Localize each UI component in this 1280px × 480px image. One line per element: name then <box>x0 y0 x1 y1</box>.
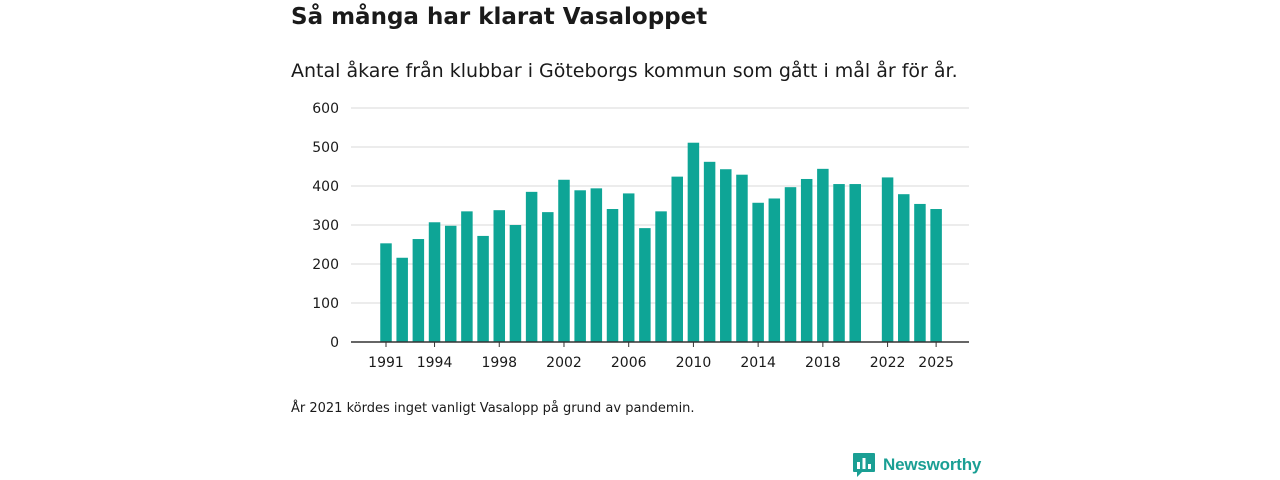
bar-2005 <box>607 209 619 342</box>
bar-2010 <box>688 143 700 342</box>
brand-name: Newsworthy <box>883 455 981 475</box>
bar-2019 <box>833 184 845 342</box>
bar-2017 <box>801 179 813 342</box>
bar-2003 <box>574 190 586 342</box>
x-tick-label: 2018 <box>805 355 841 371</box>
y-tick-label: 200 <box>312 257 339 273</box>
bar-1997 <box>477 236 489 342</box>
bar-2012 <box>720 169 732 342</box>
bar-1994 <box>429 222 441 342</box>
y-tick-label: 400 <box>312 179 339 195</box>
x-tick-label: 2002 <box>546 355 582 371</box>
x-tick-label: 2006 <box>611 355 647 371</box>
bar-2014 <box>752 203 764 342</box>
bar-1991 <box>380 243 392 342</box>
bar-2011 <box>704 162 716 342</box>
newsworthy-logo-icon <box>852 452 876 478</box>
bar-2020 <box>849 184 861 342</box>
y-tick-label: 500 <box>312 140 339 156</box>
bar-2018 <box>817 169 829 342</box>
y-axis-ticks: 0 100 200 300 400 500 600 <box>312 101 339 351</box>
bar-2008 <box>655 211 667 342</box>
x-tick-label: 1991 <box>368 355 404 371</box>
y-tick-label: 100 <box>312 296 339 312</box>
bar-2007 <box>639 228 651 342</box>
x-tick-label: 2010 <box>676 355 712 371</box>
y-tick-label: 600 <box>312 101 339 117</box>
bar-1998 <box>494 210 506 342</box>
bar-2025 <box>930 209 942 342</box>
bar-2001 <box>542 212 554 342</box>
y-tick-label: 0 <box>330 335 339 351</box>
bar-1995 <box>445 226 457 342</box>
bar-1999 <box>510 225 522 342</box>
brand-logo[interactable]: Newsworthy <box>852 452 981 478</box>
bar-2004 <box>591 188 603 342</box>
bar-2000 <box>526 192 538 342</box>
bar-2015 <box>769 198 781 342</box>
bar-2006 <box>623 193 635 342</box>
x-tick-label: 1998 <box>481 355 517 371</box>
y-tick-label: 300 <box>312 218 339 234</box>
bar-1993 <box>413 239 425 342</box>
bar-chart: 0 100 200 300 400 500 600 1991 1994 1998 2002 2006… <box>0 0 1280 400</box>
x-tick-label: 2014 <box>740 355 776 371</box>
footnote: År 2021 kördes inget vanligt Vasalopp på… <box>291 401 695 416</box>
x-tick-label: 2022 <box>870 355 906 371</box>
bar-2009 <box>671 177 683 342</box>
x-tick-label: 1994 <box>417 355 453 371</box>
bar-2023 <box>898 194 910 342</box>
bar-1992 <box>396 258 408 342</box>
x-tick-label: 2025 <box>918 355 954 371</box>
bar-2002 <box>558 180 570 342</box>
bars <box>380 143 942 342</box>
bar-2016 <box>785 187 797 342</box>
bar-2022 <box>882 177 894 342</box>
x-axis-ticks: 1991 1994 1998 2002 2006 2010 2014 2018 2022 2025 <box>368 342 954 371</box>
bar-2013 <box>736 175 748 342</box>
bar-1996 <box>461 211 473 342</box>
bar-2024 <box>914 204 926 342</box>
